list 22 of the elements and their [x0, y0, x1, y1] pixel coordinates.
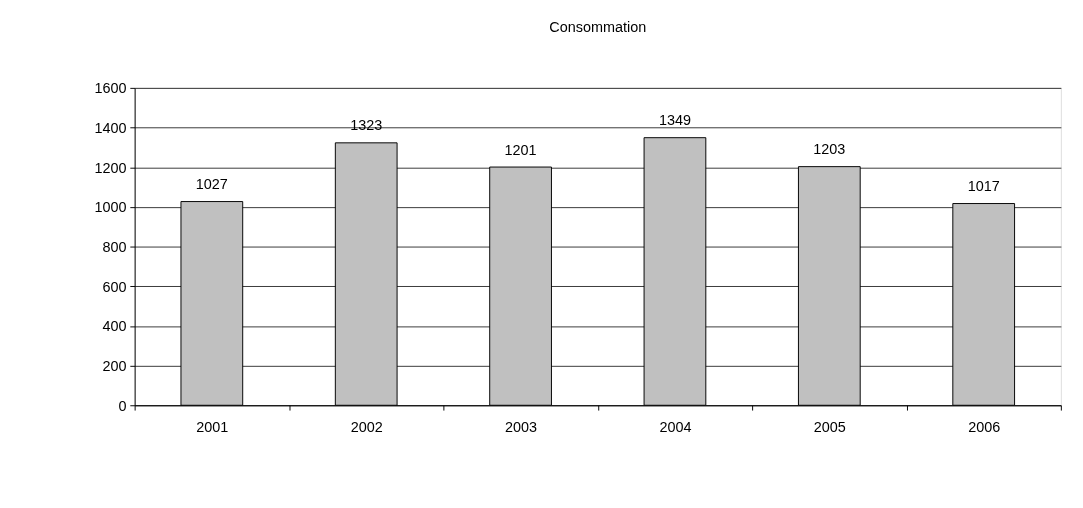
y-tick-label: 200 [102, 357, 127, 374]
data-label: 1017 [967, 178, 1000, 195]
data-label: 1201 [504, 141, 537, 158]
data-label: 1349 [658, 112, 691, 129]
x-tick-label: 2005 [813, 418, 846, 435]
data-label: 1027 [195, 176, 228, 193]
y-tick-label: 1600 [94, 80, 127, 97]
y-tick-label: 0 [118, 397, 127, 414]
x-tick-label: 2003 [505, 418, 538, 435]
chart-title: Consommation [549, 19, 647, 36]
y-tick-label: 800 [102, 238, 127, 255]
x-tick-label: 2001 [196, 418, 229, 435]
y-tick-label: 600 [102, 278, 127, 295]
y-tick-label: 1400 [94, 119, 127, 136]
data-label: 1323 [350, 117, 383, 134]
y-tick-label: 1000 [94, 199, 127, 216]
x-tick-label: 2002 [350, 418, 383, 435]
y-tick-label: 1200 [94, 159, 127, 176]
x-tick-label: 2004 [659, 418, 692, 435]
data-label: 1203 [813, 141, 846, 158]
y-tick-label: 400 [102, 318, 127, 335]
x-tick-label: 2006 [968, 418, 1001, 435]
